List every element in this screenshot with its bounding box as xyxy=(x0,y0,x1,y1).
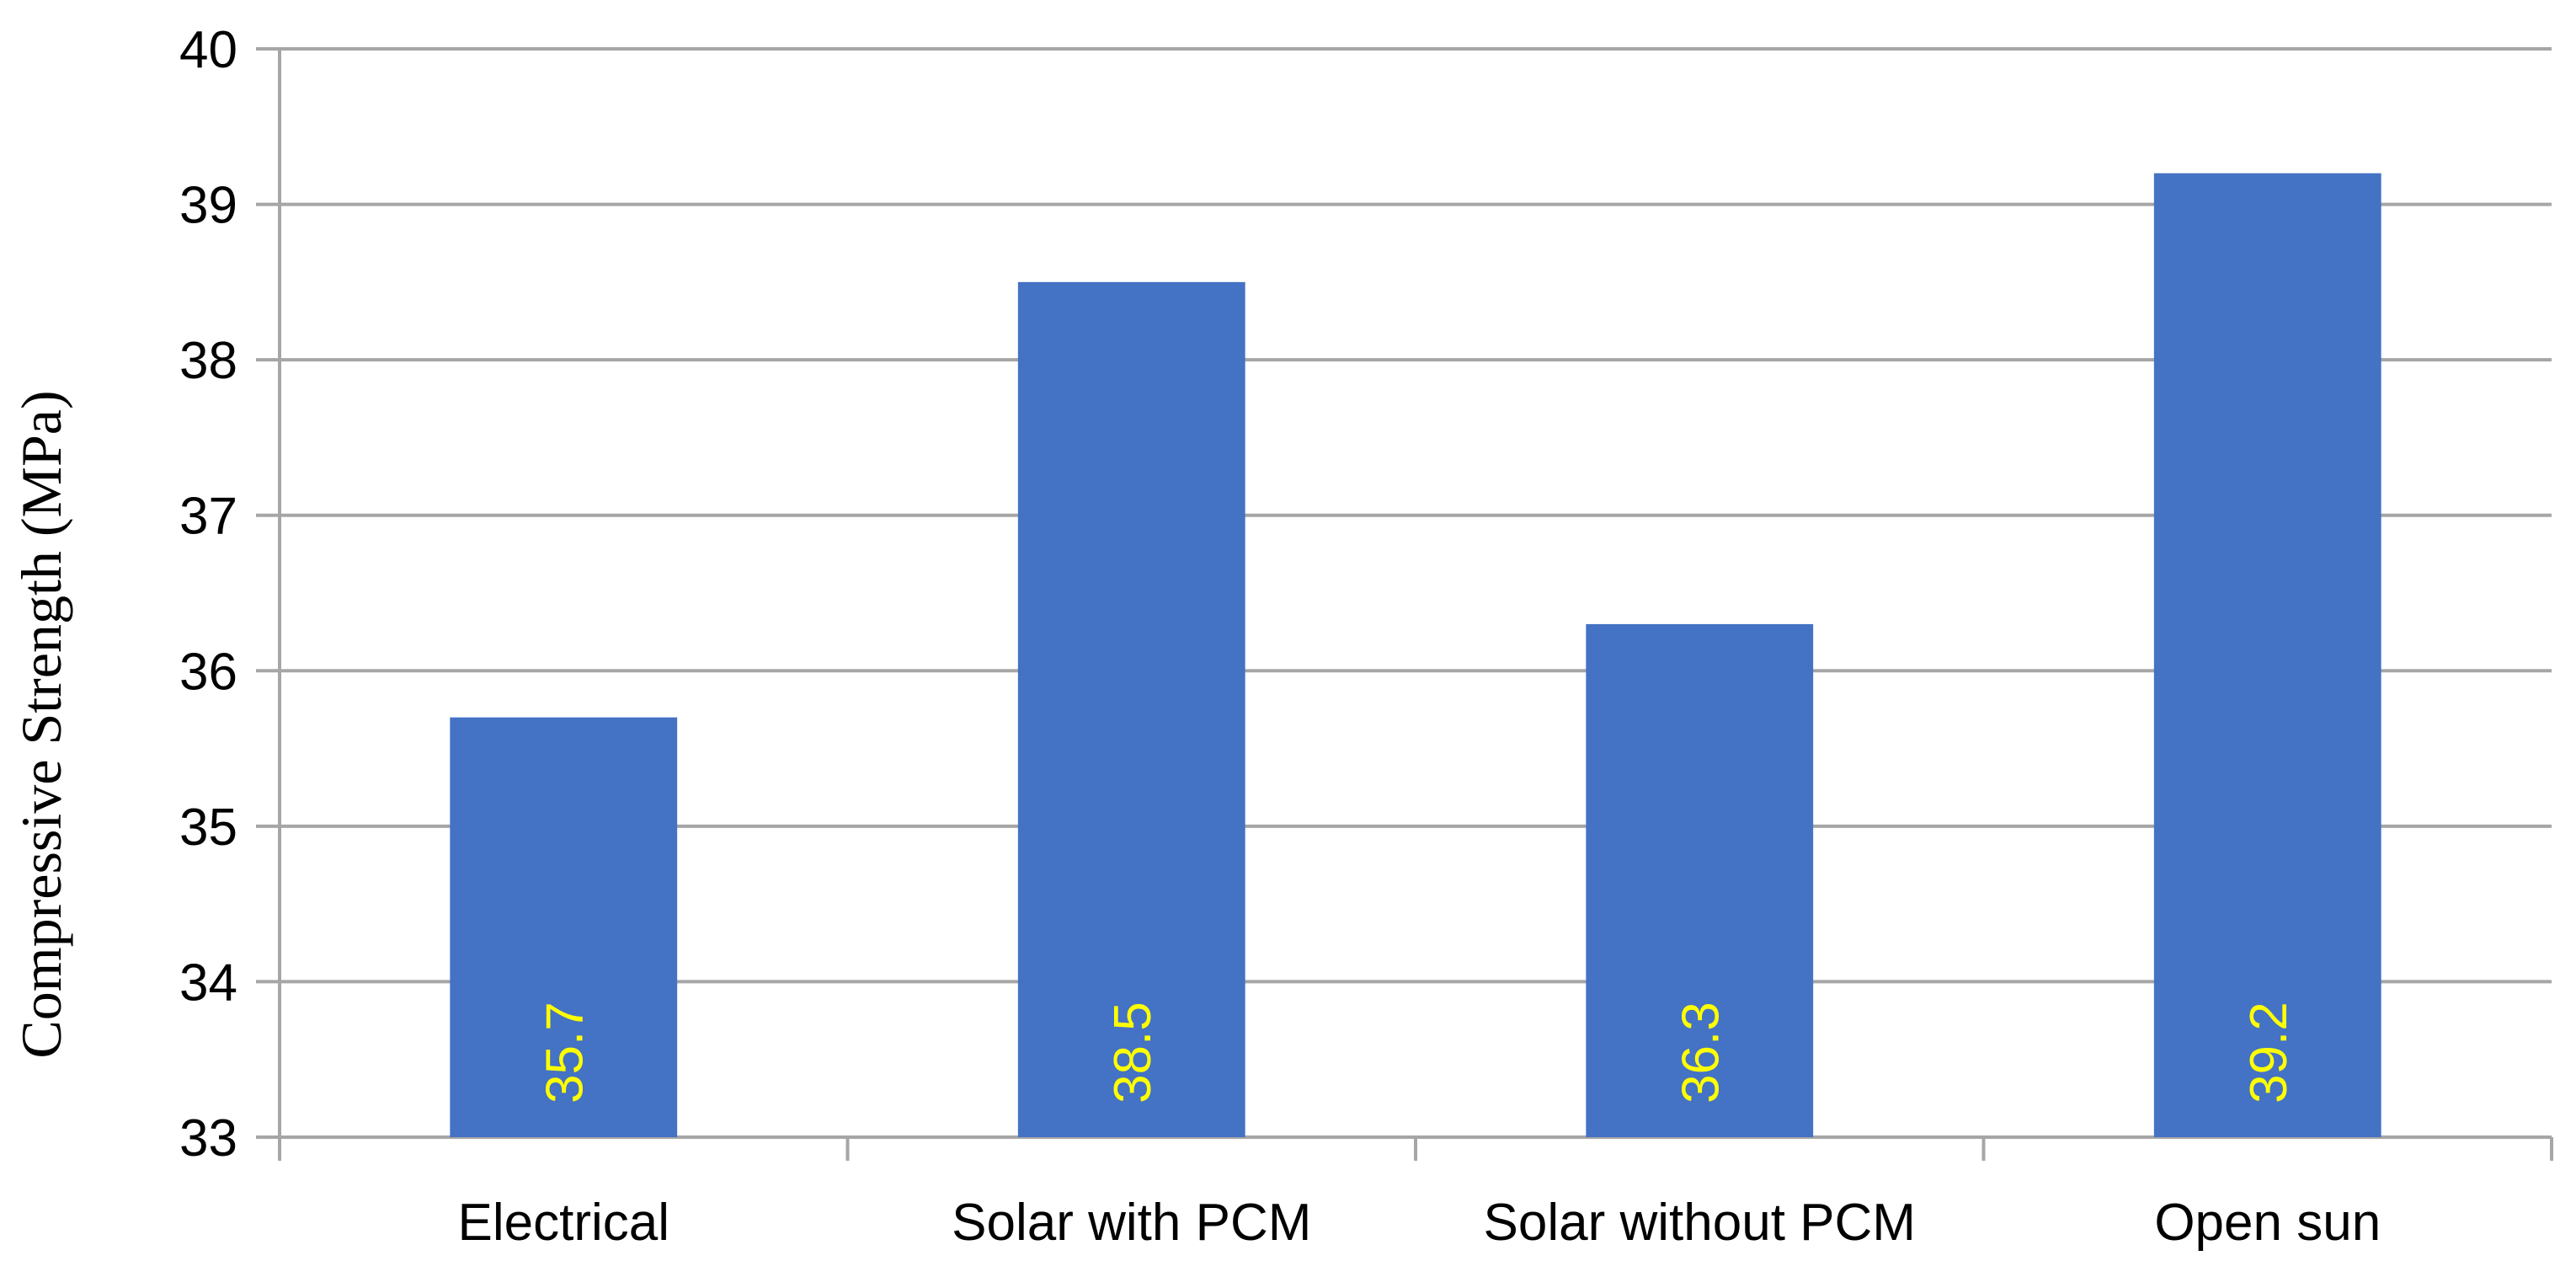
bar xyxy=(1017,281,1245,1137)
data-label: 38.5 xyxy=(1104,1002,1162,1103)
y-tick-label: 37 xyxy=(179,488,237,546)
data-labels: 35.7 38.5 36.3 39.2 xyxy=(536,1002,2298,1103)
data-label: 36.3 xyxy=(1672,1002,1730,1103)
x-tick-labels: Electrical Solar with PCM Solar without PC… xyxy=(457,1194,2381,1252)
bar xyxy=(1586,623,1814,1137)
x-tick-label: Solar with PCM xyxy=(952,1194,1311,1252)
y-tick-label: 36 xyxy=(179,643,237,701)
bar xyxy=(2153,173,2381,1138)
y-tick-labels: 33 34 35 36 37 38 39 40 xyxy=(179,21,237,1167)
y-tick-label: 33 xyxy=(179,1109,237,1167)
y-axis-label: Compressive Strength (MPa) xyxy=(9,390,73,1058)
y-tick-label: 40 xyxy=(179,21,237,79)
x-tick-label: Open sun xyxy=(2154,1194,2381,1252)
data-label: 39.2 xyxy=(2240,1002,2298,1103)
y-tick-label: 34 xyxy=(179,954,237,1012)
y-tick-label: 38 xyxy=(179,332,237,390)
bar xyxy=(450,717,678,1137)
y-tick-label: 39 xyxy=(179,177,237,235)
data-label: 35.7 xyxy=(536,1002,594,1103)
x-tick-label: Electrical xyxy=(457,1194,669,1252)
y-tick-label: 35 xyxy=(179,799,237,857)
bars xyxy=(450,173,2381,1138)
x-tick-label: Solar without PCM xyxy=(1484,1194,1916,1252)
